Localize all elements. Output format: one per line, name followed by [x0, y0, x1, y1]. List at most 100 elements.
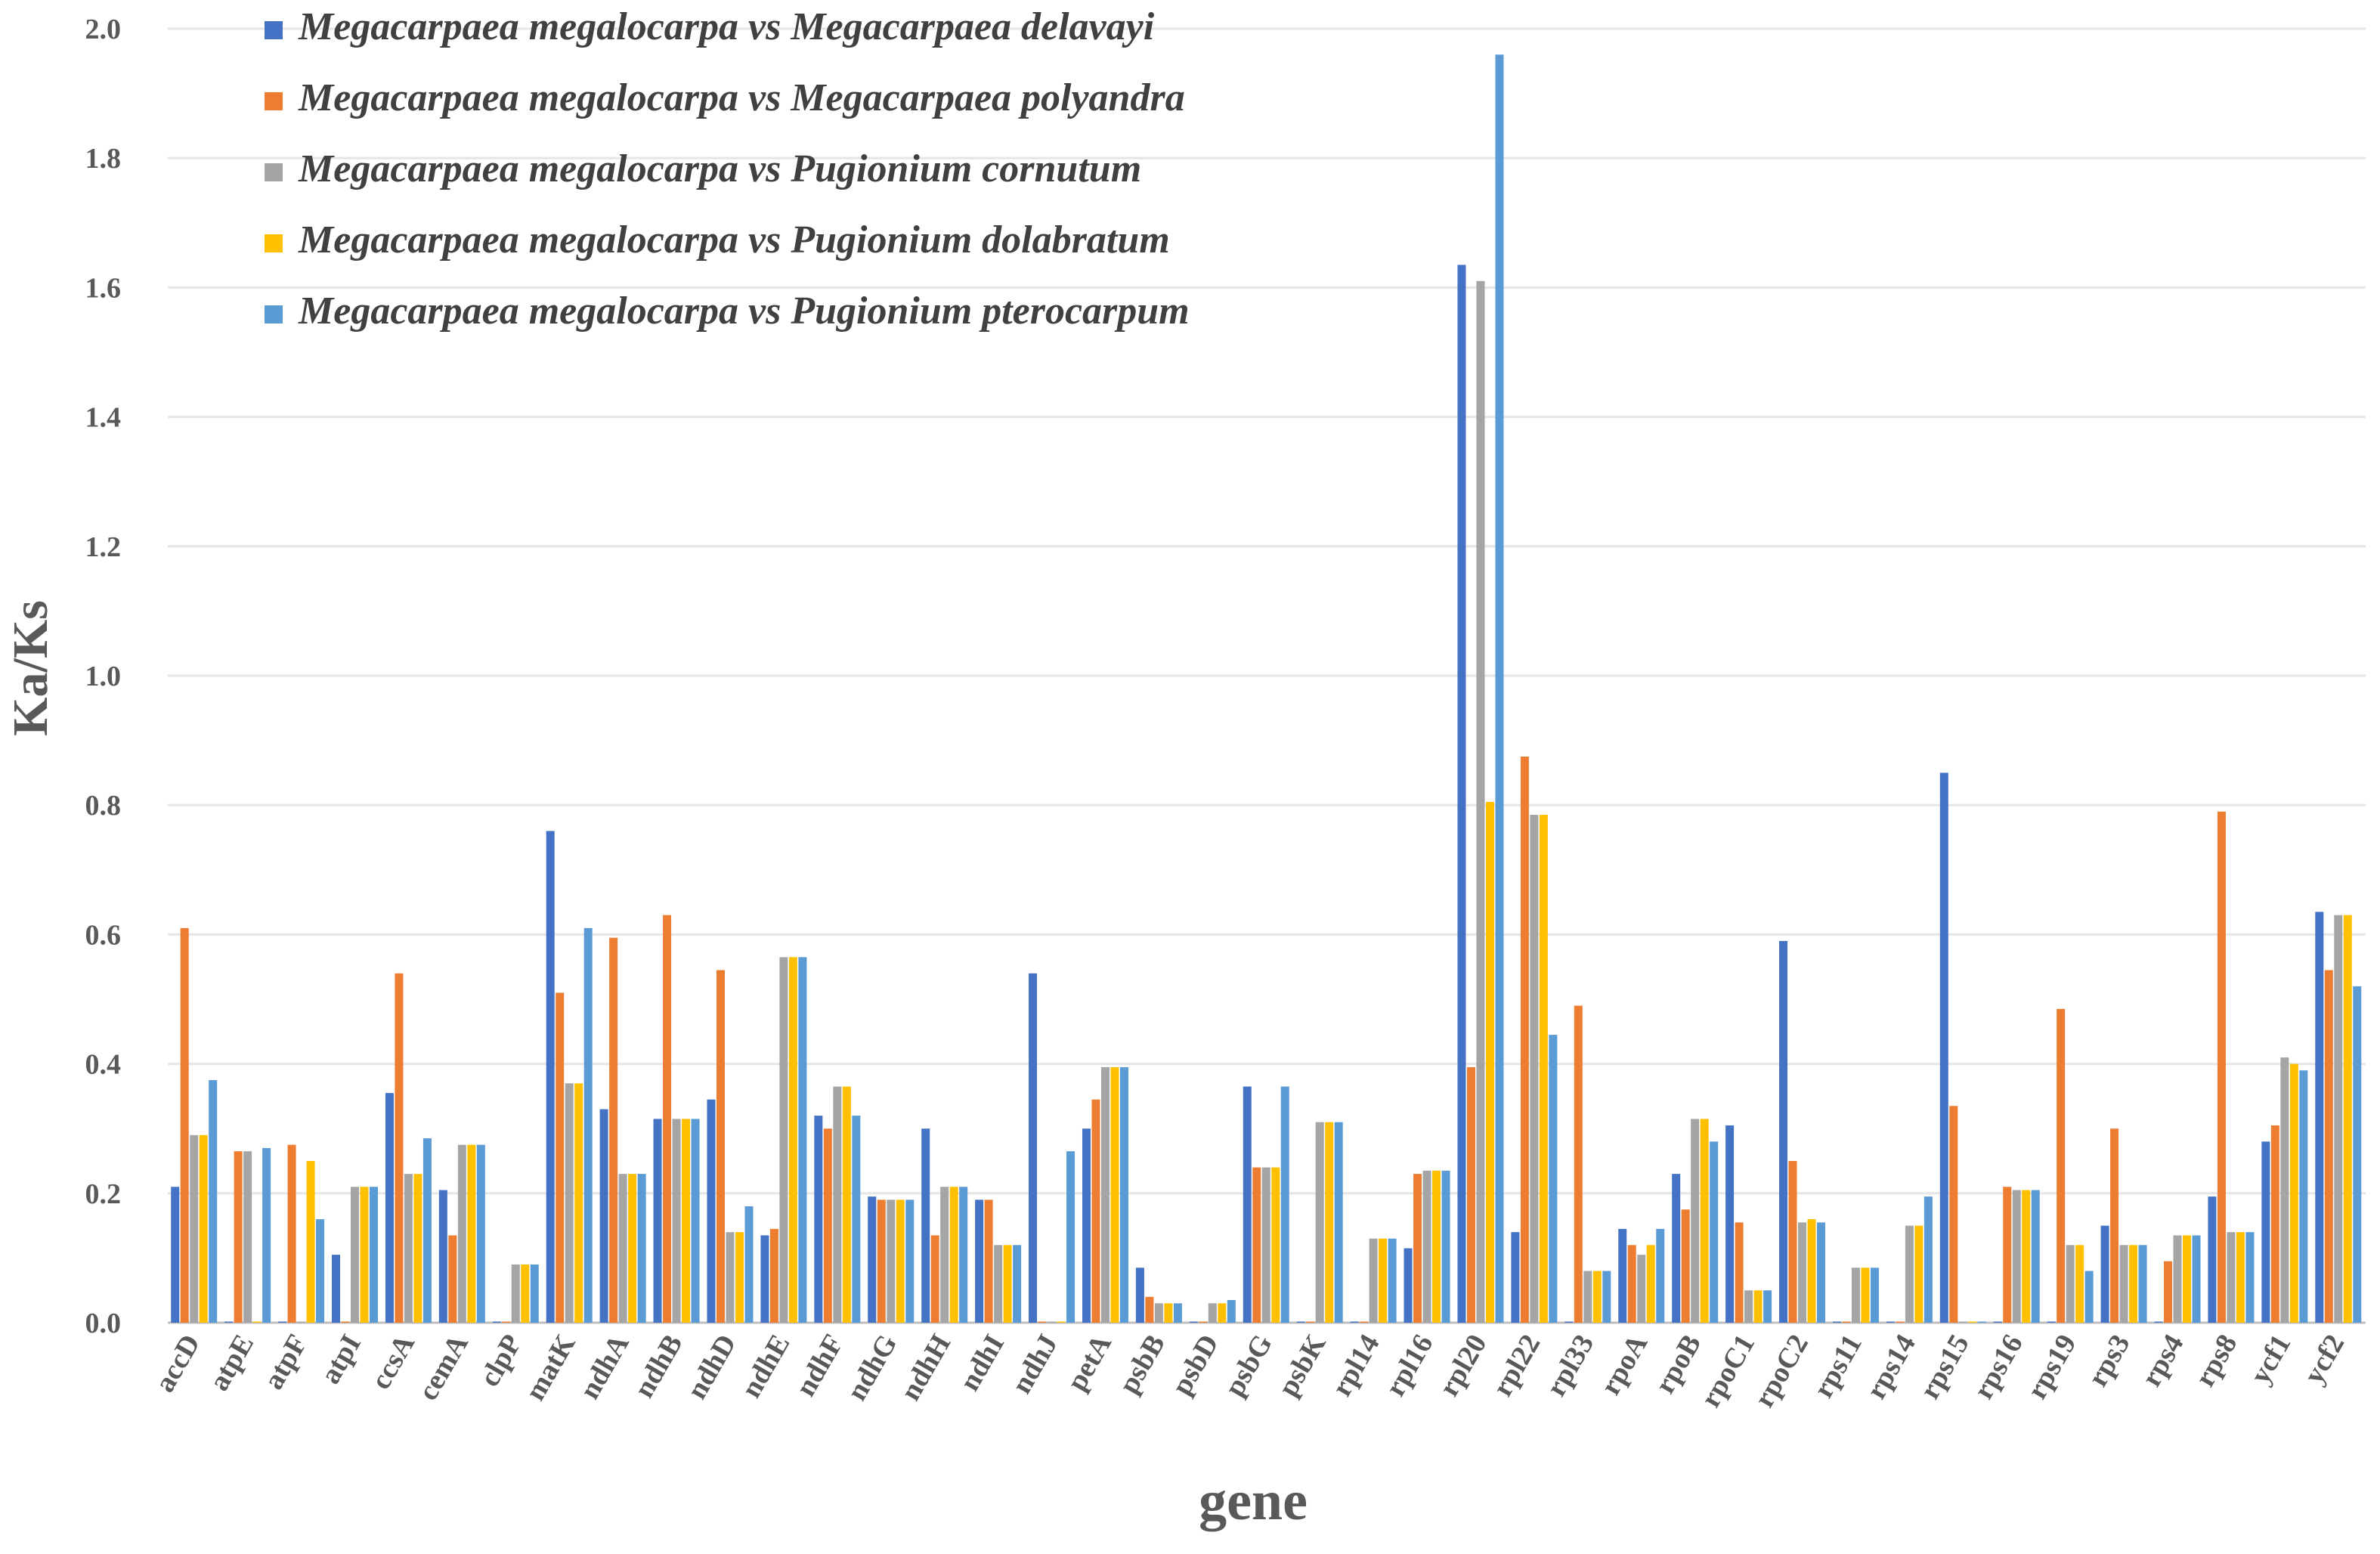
- bar-atpE-series-2: [234, 1151, 243, 1323]
- bar-ndhG-series-5: [905, 1200, 915, 1323]
- x-tick-label: rpl20: [1433, 1330, 1493, 1402]
- bar-ndhH-series-2: [930, 1235, 939, 1323]
- bar-atpE-series-4: [252, 1321, 262, 1323]
- bar-rpoA-series-1: [1618, 1228, 1627, 1323]
- y-tick-label: 1.0: [85, 661, 122, 692]
- bar-ndhH-series-4: [949, 1187, 958, 1323]
- x-tick-label: psbG: [1218, 1330, 1279, 1402]
- bar-rpoB-series-3: [1691, 1119, 1700, 1323]
- bar-ndhJ-series-2: [1038, 1321, 1047, 1323]
- bar-rpoB-series-2: [1681, 1209, 1690, 1323]
- bar-ndhH-series-3: [940, 1187, 949, 1323]
- bar-ndhB-series-3: [672, 1119, 681, 1323]
- x-tick-label: ndhJ: [1006, 1330, 1065, 1399]
- x-tick-label: ndhD: [681, 1330, 743, 1405]
- bar-rps8-series-2: [2217, 811, 2226, 1323]
- bar-rpl33-series-1: [1564, 1321, 1574, 1323]
- bar-atpE-series-3: [243, 1151, 252, 1323]
- bar-rps16-series-2: [2003, 1187, 2012, 1323]
- bar-matK-series-4: [574, 1083, 583, 1323]
- x-tick-label: rpoA: [1595, 1329, 1654, 1401]
- bar-rps14-series-3: [1905, 1225, 1914, 1323]
- gridlines: [168, 27, 2366, 1324]
- bar-ndhE-series-2: [769, 1228, 778, 1323]
- bar-atpF-series-5: [316, 1219, 325, 1323]
- bar-ndhF-series-4: [842, 1086, 851, 1323]
- bar-psbB-series-2: [1145, 1296, 1154, 1323]
- bar-atpI-series-4: [360, 1187, 369, 1323]
- bar-rps3-series-3: [2119, 1245, 2128, 1323]
- y-tick-label: 0.8: [85, 790, 122, 822]
- bar-clpP-series-1: [492, 1321, 501, 1323]
- bar-rps4-series-3: [2173, 1235, 2182, 1323]
- legend-swatch: [265, 163, 283, 181]
- y-tick-labels: 0.0 0.2 0.4 0.6 0.8 1.0 1.2 1.4 1.6 1.8 2.0: [85, 14, 122, 1339]
- y-axis-title: Ka/Ks: [3, 600, 58, 736]
- bar-ycf2-series-5: [2353, 986, 2362, 1323]
- bar-atpE-series-5: [262, 1147, 271, 1323]
- x-tick-label: ndhE: [735, 1330, 797, 1404]
- bar-rpoC2-series-2: [1788, 1161, 1797, 1323]
- x-tick-label: rpl33: [1540, 1330, 1601, 1402]
- bar-rps8-series-1: [2208, 1196, 2217, 1323]
- y-tick-label: 0.0: [85, 1308, 122, 1339]
- bar-psbG-series-4: [1271, 1167, 1280, 1323]
- bar-psbK-series-4: [1325, 1122, 1334, 1323]
- bar-rpl22-series-5: [1549, 1035, 1558, 1323]
- bar-rps4-series-2: [2164, 1261, 2173, 1323]
- bar-matK-series-2: [556, 992, 565, 1323]
- bar-matK-series-3: [565, 1083, 574, 1323]
- bar-rpoA-series-3: [1637, 1255, 1646, 1323]
- bar-psbB-series-3: [1154, 1303, 1163, 1323]
- bar-atpI-series-3: [350, 1187, 359, 1323]
- bar-atpF-series-3: [297, 1321, 306, 1323]
- bar-rpl20-series-3: [1476, 280, 1485, 1323]
- bar-rpl33-series-4: [1592, 1271, 1602, 1323]
- bar-ndhD-series-5: [744, 1206, 754, 1323]
- bar-ycf2-series-4: [2343, 915, 2352, 1323]
- bar-rpoA-series-5: [1656, 1228, 1665, 1323]
- x-tick-label: atpI: [314, 1330, 367, 1390]
- bar-rps15-series-3: [1958, 1321, 1967, 1323]
- bar-ndhJ-series-1: [1029, 973, 1038, 1323]
- x-tick-label: accD: [149, 1330, 206, 1398]
- bar-petA-series-1: [1082, 1128, 1091, 1323]
- legend-label: Megacarpaea megalocarpa vs Pugionium cor…: [298, 147, 1141, 190]
- bar-accD-series-5: [209, 1080, 218, 1323]
- bar-ndhB-series-5: [691, 1119, 700, 1323]
- bar-ndhD-series-3: [726, 1232, 735, 1323]
- bar-ndhH-series-1: [921, 1128, 930, 1323]
- bar-ndhD-series-1: [707, 1099, 716, 1323]
- bar-rpoB-series-5: [1710, 1141, 1719, 1323]
- bar-ndhI-series-1: [975, 1200, 984, 1323]
- bar-matK-series-1: [546, 831, 555, 1323]
- x-tick-label: atpF: [258, 1330, 314, 1395]
- bar-rps16-series-5: [2031, 1190, 2040, 1323]
- legend-swatch: [265, 21, 283, 39]
- bar-rps11-series-1: [1832, 1321, 1841, 1323]
- x-tick-label: rpoC2: [1748, 1330, 1815, 1413]
- bar-ndhF-series-2: [823, 1128, 832, 1323]
- bar-atpE-series-1: [224, 1321, 234, 1323]
- bar-ycf1-series-3: [2280, 1057, 2289, 1323]
- bar-rpl14-series-4: [1379, 1238, 1388, 1323]
- x-tick-label: matK: [519, 1329, 582, 1406]
- bar-psbB-series-5: [1173, 1303, 1182, 1323]
- bar-ycf1-series-4: [2289, 1063, 2298, 1323]
- bar-rps3-series-5: [2138, 1245, 2147, 1323]
- bar-ndhA-series-3: [618, 1174, 627, 1323]
- bar-ycf2-series-1: [2315, 912, 2324, 1323]
- bar-rps4-series-5: [2192, 1235, 2201, 1323]
- bar-rps15-series-5: [1977, 1321, 1986, 1323]
- bar-rpoA-series-2: [1627, 1245, 1636, 1323]
- bar-psbB-series-4: [1164, 1303, 1173, 1323]
- bar-ndhJ-series-4: [1057, 1321, 1066, 1323]
- x-tick-label: clpP: [474, 1330, 528, 1392]
- x-tick-label: ndhA: [574, 1329, 636, 1404]
- bar-rps4-series-1: [2154, 1321, 2163, 1323]
- bar-psbG-series-5: [1280, 1086, 1289, 1323]
- bar-ndhF-series-1: [814, 1116, 823, 1323]
- y-tick-label: 0.2: [85, 1178, 122, 1210]
